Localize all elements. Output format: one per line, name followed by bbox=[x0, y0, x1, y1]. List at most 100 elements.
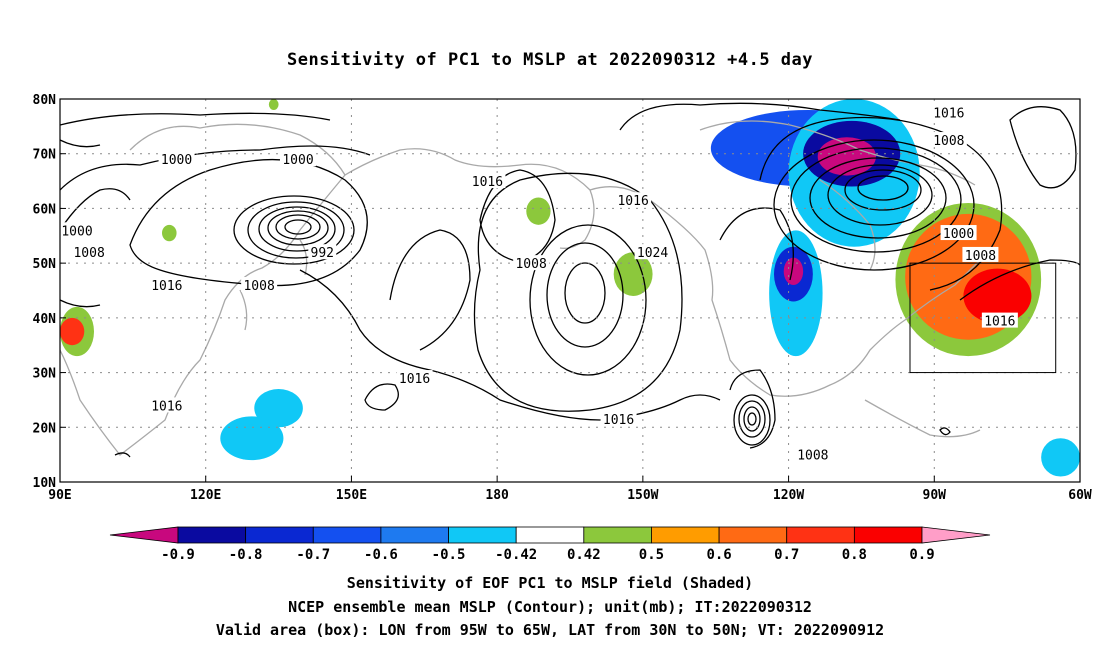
x-tick-label: 150W bbox=[627, 488, 658, 503]
contour-label: 1000 bbox=[282, 153, 313, 168]
contour-label-bg bbox=[930, 104, 967, 120]
colorbar-label: 0.9 bbox=[909, 547, 934, 563]
colorbar-segment bbox=[718, 526, 788, 544]
x-tick-label: 120W bbox=[773, 488, 804, 503]
shaded-area bbox=[162, 224, 177, 242]
x-tick-label: 90W bbox=[923, 488, 947, 503]
contour-label-bg bbox=[794, 446, 831, 462]
contour-label-bg bbox=[308, 244, 337, 260]
contour-label: 1008 bbox=[965, 249, 996, 264]
contour-label-bg bbox=[241, 277, 278, 293]
map-frame bbox=[59, 98, 1081, 483]
contour-label: 1016 bbox=[399, 372, 430, 387]
contour-label: 1016 bbox=[472, 175, 503, 190]
contour-label-bg bbox=[962, 246, 999, 262]
y-tick-label: 60N bbox=[33, 202, 57, 217]
shaded-area bbox=[526, 197, 551, 225]
colorbar-segment bbox=[448, 526, 517, 544]
contour-label: 992 bbox=[311, 246, 334, 261]
x-tick-label: 150E bbox=[336, 488, 367, 503]
colorbar-label: 0.8 bbox=[842, 547, 867, 563]
y-tick-label: 70N bbox=[33, 148, 57, 163]
contour-label-bg bbox=[59, 222, 95, 238]
colorbar-segment bbox=[177, 526, 247, 544]
shaded-area bbox=[783, 257, 804, 286]
contour-label-bg bbox=[930, 132, 967, 148]
contour-label-bg bbox=[615, 192, 652, 208]
x-tick-label: 60W bbox=[1068, 488, 1092, 503]
contour-label: 1000 bbox=[61, 224, 92, 239]
contour-label-bg bbox=[280, 151, 316, 167]
colorbar-label: 0.7 bbox=[774, 547, 799, 563]
y-tick-label: 50N bbox=[33, 257, 57, 272]
shaded-area bbox=[963, 268, 1032, 324]
colorbar-label: -0.7 bbox=[296, 547, 330, 563]
contour-label-bg bbox=[148, 277, 185, 293]
colorbar-label: -0.9 bbox=[161, 547, 195, 563]
shaded-area bbox=[60, 317, 85, 346]
colorbar-high-arrow bbox=[921, 526, 991, 544]
contour-label-bg bbox=[396, 370, 433, 386]
caption-line-1: Sensitivity of EOF PC1 to MSLP field (Sh… bbox=[346, 574, 754, 592]
contour-label: 1008 bbox=[515, 257, 546, 272]
axis-ticks: 90E 120E 150E 180 150W 120W 90W 60W 10N 20N 30N 40N… bbox=[33, 93, 1092, 503]
colorbar-segment bbox=[380, 526, 449, 544]
shaded-area bbox=[1041, 438, 1080, 477]
x-tick-label: 120E bbox=[190, 488, 221, 503]
coastlines bbox=[60, 120, 991, 456]
contour-label-bg bbox=[469, 173, 506, 189]
colorbar-label: -0.6 bbox=[364, 547, 398, 563]
colorbar-segment bbox=[651, 526, 720, 544]
y-tick-label: 20N bbox=[33, 421, 57, 436]
contour-label-bg bbox=[158, 151, 195, 167]
colorbar-label: -0.8 bbox=[229, 547, 263, 563]
contour-label: 1016 bbox=[151, 279, 182, 294]
valid-area-box bbox=[909, 262, 1057, 374]
colorbar-label: -0.5 bbox=[432, 547, 466, 563]
contour-labels: 1016 1008 1000 1000 1016 1016 1000 1008 992 1024 1… bbox=[59, 104, 1018, 464]
contour-label: 1000 bbox=[943, 227, 974, 242]
y-tick-label: 10N bbox=[33, 476, 57, 491]
contour-label-bg bbox=[940, 225, 977, 241]
contour-label-bg bbox=[981, 312, 1018, 328]
colorbar-segment bbox=[583, 526, 652, 544]
shaded-area bbox=[613, 252, 653, 296]
contour-label: 1016 bbox=[933, 107, 964, 122]
shaded-area bbox=[817, 137, 876, 176]
colorbar-label: -0.42 bbox=[495, 547, 537, 563]
sensitivity-shading bbox=[60, 99, 1080, 477]
colorbar-segment bbox=[515, 526, 585, 544]
colorbar-segment bbox=[853, 526, 923, 544]
contour-label-bg bbox=[513, 255, 550, 271]
colorbar-segment bbox=[786, 526, 855, 544]
caption-line-3: Valid area (box): LON from 95W to 65W, L… bbox=[215, 621, 885, 639]
contour-label: 1016 bbox=[151, 399, 182, 414]
contour-label: 1016 bbox=[617, 194, 648, 209]
colorbar-segment bbox=[312, 526, 382, 544]
contour-label: 1016 bbox=[984, 315, 1015, 330]
colorbar: -0.9 -0.8 -0.7 -0.6 -0.5 -0.42 0.42 0.5 0.6 0.7 0.… bbox=[109, 526, 991, 563]
shaded-area bbox=[268, 99, 279, 110]
shaded-area bbox=[254, 388, 303, 428]
contour-label-bg bbox=[600, 411, 637, 427]
contour-label: 1008 bbox=[243, 279, 274, 294]
map-panel: 1016 1008 1000 1000 1016 1016 1000 1008 992 1024 1… bbox=[33, 93, 1092, 503]
contour-label: 1008 bbox=[797, 449, 828, 464]
colorbar-label: 0.42 bbox=[567, 547, 601, 563]
x-tick-label: 180 bbox=[485, 488, 509, 503]
shaded-area bbox=[220, 416, 284, 461]
contour-label: 1008 bbox=[933, 134, 964, 149]
contour-label: 1000 bbox=[161, 153, 192, 168]
colorbar-label: 0.6 bbox=[706, 547, 731, 563]
y-tick-label: 80N bbox=[33, 93, 57, 108]
contour-label: 1024 bbox=[637, 246, 668, 261]
y-tick-label: 40N bbox=[33, 312, 57, 327]
contour-label-bg bbox=[148, 397, 185, 413]
figure-title: Sensitivity of PC1 to MSLP at 2022090312… bbox=[286, 50, 813, 70]
x-tick-label: 90E bbox=[48, 488, 71, 503]
y-tick-label: 30N bbox=[33, 367, 57, 382]
contour-label: 1016 bbox=[603, 413, 634, 428]
caption-line-2: NCEP ensemble mean MSLP (Contour); unit(… bbox=[288, 598, 812, 616]
colorbar-low-arrow bbox=[109, 526, 179, 544]
